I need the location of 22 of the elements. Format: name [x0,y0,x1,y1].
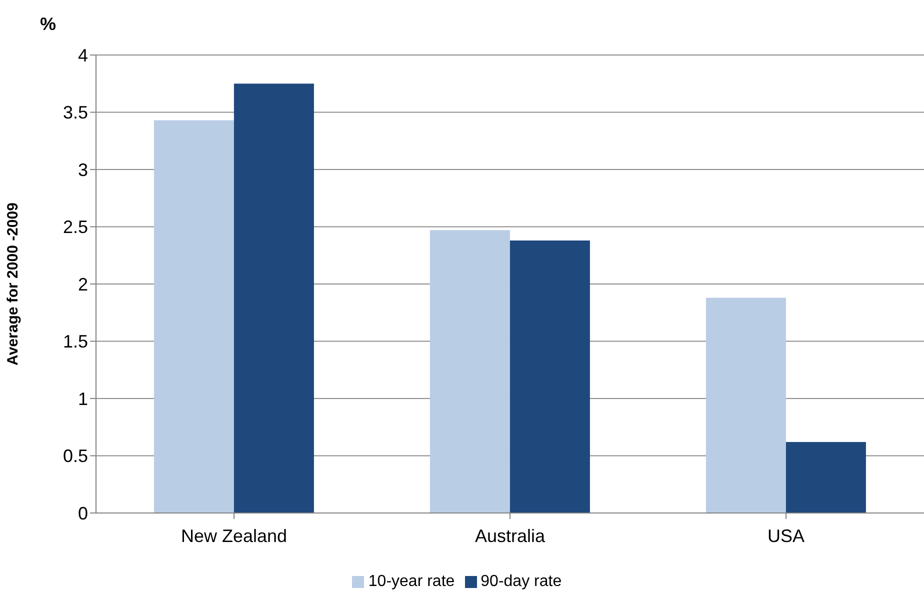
legend-label: 10-year rate [368,573,455,590]
y-tick-label: 3.5 [62,102,88,123]
text: % [40,14,56,35]
bar [154,120,234,513]
legend-label: 90-day rate [480,573,562,590]
bar [786,442,866,513]
x-tick-label: USA [767,526,805,546]
x-tick-label: New Zealand [180,526,288,546]
y-tick-label: 0.5 [62,446,88,466]
y-tick-label: 2 [78,274,88,294]
bar [706,298,786,513]
y-tick-label: 1.5 [62,332,88,352]
y-tick-label: 1 [78,388,88,409]
y-tick-label: 0 [78,503,88,524]
y-tick-label: 3 [78,160,88,180]
y-tick-label: 4 [78,45,88,66]
bar [430,230,510,513]
y-tick-label: 2.5 [62,217,88,238]
y-axis-title: Average for 2000 -2009 [4,202,22,366]
x-tick-label: Australia [474,526,546,546]
bar [234,84,314,513]
bar [510,240,590,513]
